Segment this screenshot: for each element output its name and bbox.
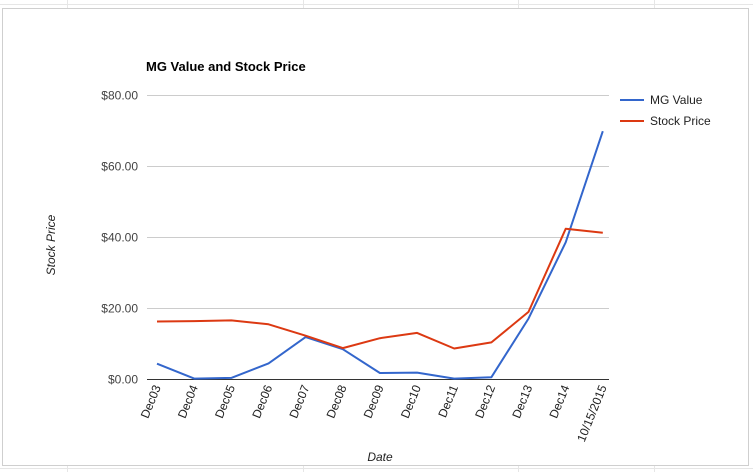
x-tick-label: Dec12 (472, 383, 498, 421)
x-tick-label: Dec03 (138, 383, 164, 421)
legend-label: Stock Price (650, 114, 711, 128)
x-tick-label: Dec10 (398, 383, 424, 421)
x-tick-label: Dec08 (324, 383, 350, 421)
x-tick-label: Dec06 (249, 383, 275, 421)
x-tick-label: Dec07 (286, 383, 312, 421)
y-tick-label: $40.00 (101, 231, 138, 245)
x-tick-label: Dec13 (509, 383, 535, 421)
y-tick-label: $20.00 (101, 302, 138, 316)
x-tick-label: Dec11 (435, 383, 461, 420)
x-axis-ticks: Dec03 Dec04 Dec05 Dec06 Dec07 Dec08 Dec09 Dec10… (138, 383, 610, 444)
line-chart: MG Value and Stock Price $0.00 $20.00 $40.… (44, 59, 711, 464)
series-line-stock-price[interactable] (156, 227, 603, 350)
gridlines (147, 95, 609, 309)
y-tick-label: $60.00 (101, 160, 138, 174)
x-tick-label: Dec05 (212, 383, 238, 421)
y-tick-label: $80.00 (101, 89, 138, 103)
series-lines (156, 130, 604, 380)
legend-label: MG Value (650, 93, 703, 107)
chart-title: MG Value and Stock Price (146, 59, 306, 74)
x-tick-label: Dec04 (175, 383, 201, 421)
x-tick-label: Dec09 (361, 383, 387, 421)
chart-container[interactable]: MG Value and Stock Price $0.00 $20.00 $40.… (2, 8, 749, 466)
x-tick-label: Dec14 (546, 383, 572, 421)
y-axis-title: Stock Price (44, 214, 58, 275)
x-tick-label: 10/15/2015 (574, 383, 610, 444)
series-line-mg-value[interactable] (156, 130, 604, 380)
y-tick-label: $0.00 (108, 373, 138, 387)
y-axis-ticks: $0.00 $20.00 $40.00 $60.00 $80.00 (101, 89, 138, 387)
legend: MG Value Stock Price (620, 93, 711, 128)
x-axis-title: Date (367, 450, 393, 464)
